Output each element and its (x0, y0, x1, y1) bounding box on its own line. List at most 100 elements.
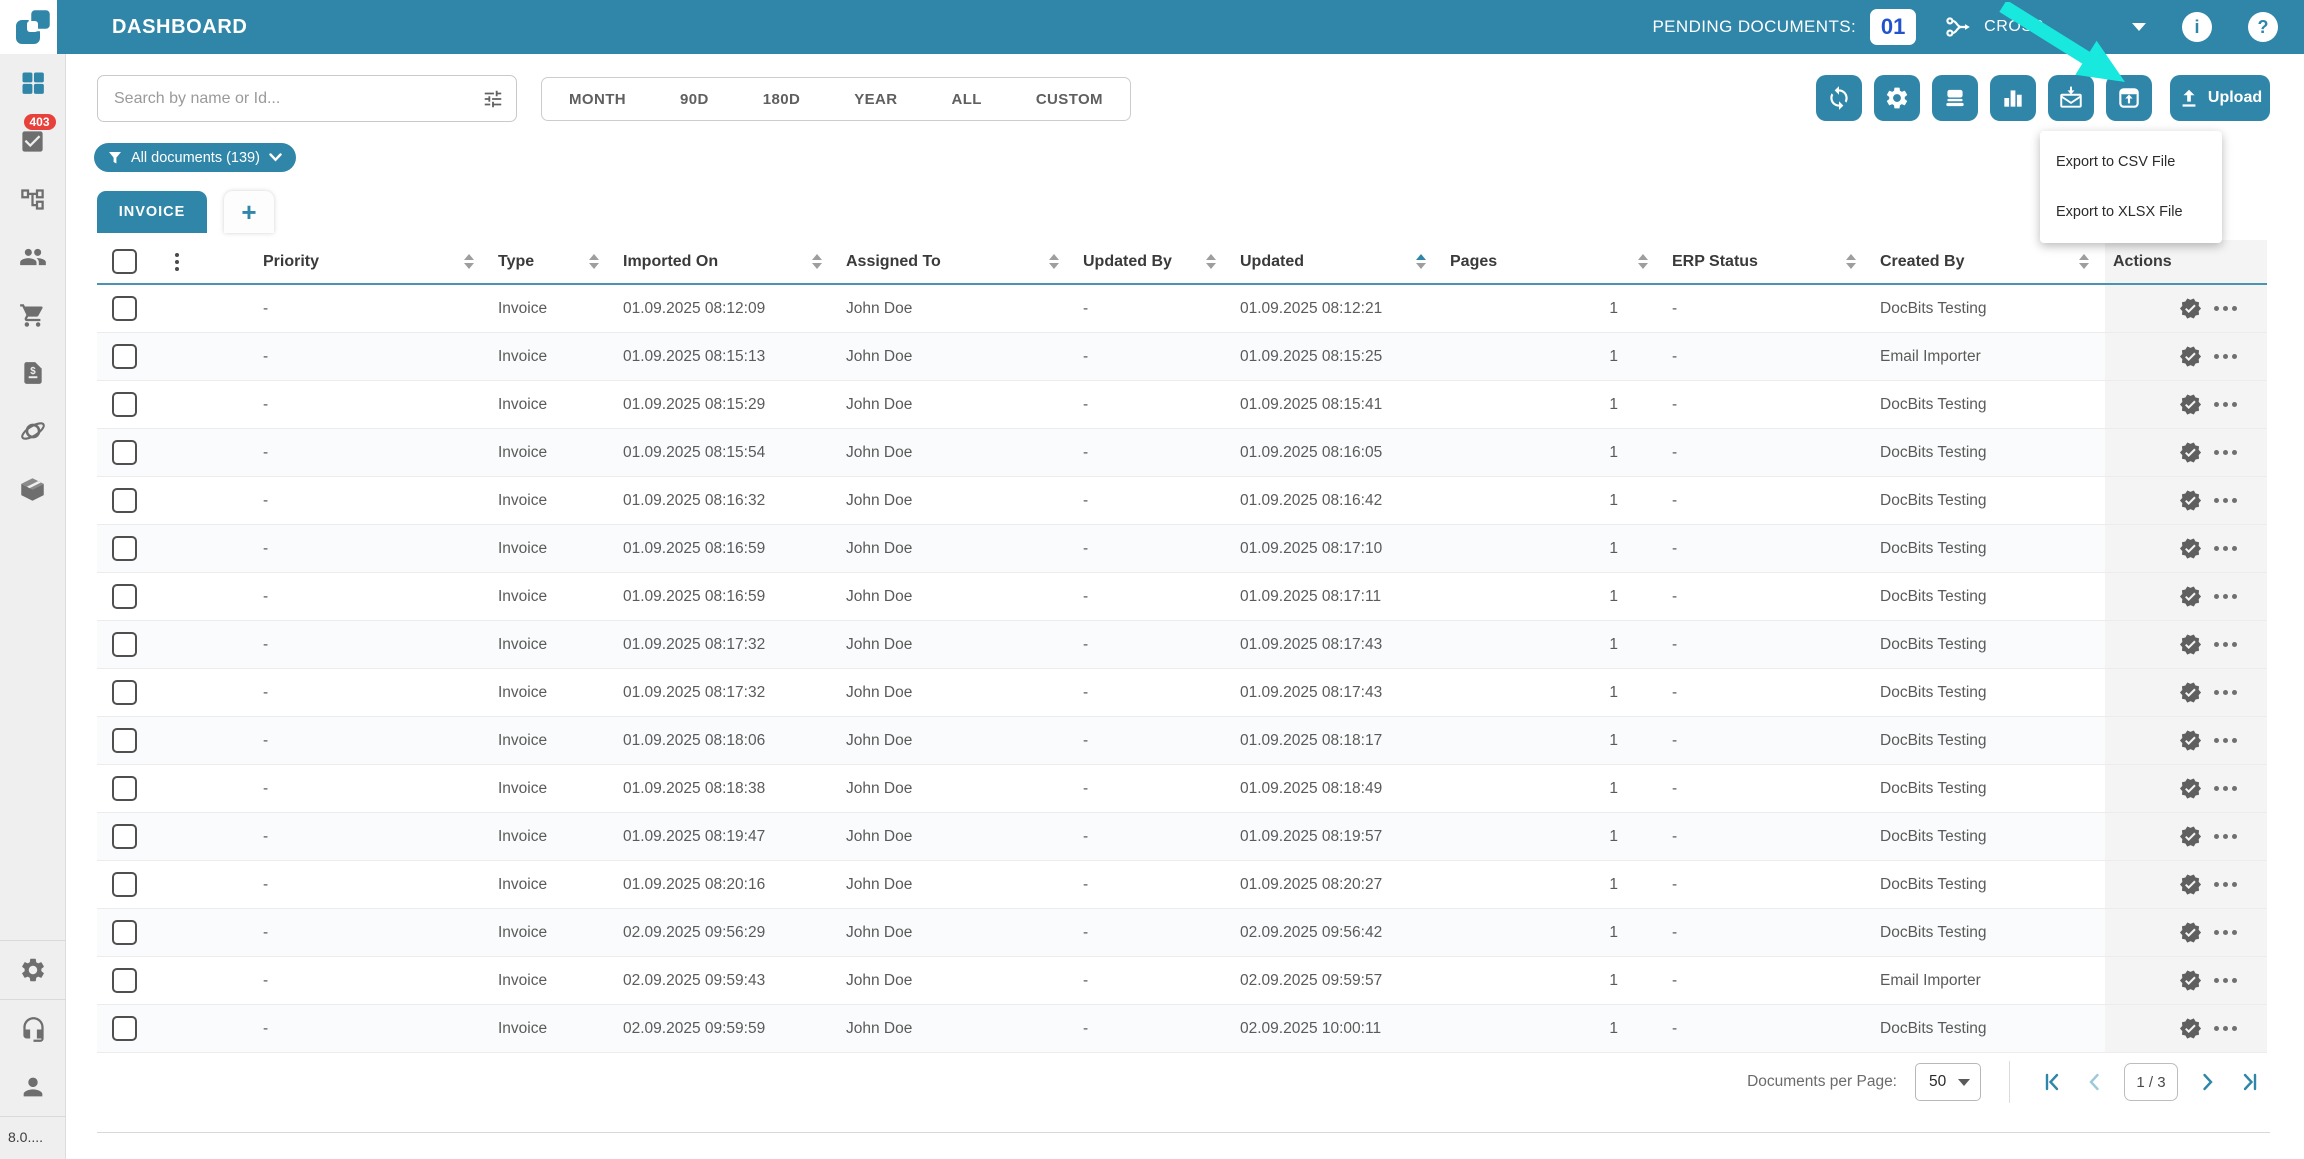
table-row[interactable]: -Invoice01.09.2025 08:17:32John Doe-01.0… (97, 621, 2267, 669)
documents-filter-pill[interactable]: All documents (139) (94, 143, 296, 172)
sort-icon-type[interactable] (589, 254, 599, 269)
sidebar-item-workflow[interactable] (0, 170, 66, 228)
first-page-button[interactable] (2032, 1070, 2074, 1094)
verified-badge-icon[interactable] (2179, 825, 2202, 848)
row-more-actions-icon[interactable] (2214, 738, 2237, 743)
analytics-button[interactable] (1990, 75, 2036, 121)
sidebar-item-packages[interactable] (0, 460, 66, 518)
row-more-actions-icon[interactable] (2214, 1026, 2237, 1031)
range-button-180d[interactable]: 180D (736, 78, 827, 120)
column-menu-icon[interactable] (163, 253, 179, 271)
table-row[interactable]: -Invoice01.09.2025 08:18:38John Doe-01.0… (97, 765, 2267, 813)
verified-badge-icon[interactable] (2179, 729, 2202, 752)
per-page-select[interactable]: 50 (1915, 1063, 1981, 1101)
export-button[interactable] (2106, 75, 2152, 121)
sidebar-item-integrations[interactable] (0, 402, 66, 460)
column-header-type[interactable]: Type (490, 240, 615, 283)
row-more-actions-icon[interactable] (2214, 354, 2237, 359)
column-header-imported-on[interactable]: Imported On (615, 240, 838, 283)
table-row[interactable]: -Invoice02.09.2025 09:59:59John Doe-02.0… (97, 1005, 2267, 1053)
row-more-actions-icon[interactable] (2214, 642, 2237, 647)
row-checkbox[interactable] (112, 296, 137, 321)
table-row[interactable]: -Invoice01.09.2025 08:16:59John Doe-01.0… (97, 525, 2267, 573)
verified-badge-icon[interactable] (2179, 585, 2202, 608)
tab-invoice[interactable]: INVOICE (97, 191, 207, 233)
pending-documents-badge[interactable]: 01 (1870, 9, 1916, 45)
row-more-actions-icon[interactable] (2214, 450, 2237, 455)
next-page-button[interactable] (2186, 1070, 2228, 1094)
cross-menu[interactable]: CROSS (1944, 14, 2044, 40)
topbar-dropdown-caret-icon[interactable] (2132, 23, 2146, 31)
verified-badge-icon[interactable] (2179, 633, 2202, 656)
row-more-actions-icon[interactable] (2214, 594, 2237, 599)
settings-button[interactable] (1874, 75, 1920, 121)
row-checkbox[interactable] (112, 824, 137, 849)
table-row[interactable]: -Invoice01.09.2025 08:15:29John Doe-01.0… (97, 381, 2267, 429)
row-checkbox[interactable] (112, 728, 137, 753)
range-button-all[interactable]: ALL (924, 78, 1008, 120)
row-checkbox[interactable] (112, 872, 137, 897)
row-more-actions-icon[interactable] (2214, 978, 2237, 983)
sidebar-item-profile[interactable] (0, 1058, 66, 1116)
sidebar-item-invoices[interactable]: $ (0, 344, 66, 402)
row-more-actions-icon[interactable] (2214, 786, 2237, 791)
row-checkbox[interactable] (112, 680, 137, 705)
table-row[interactable]: -Invoice01.09.2025 08:20:16John Doe-01.0… (97, 861, 2267, 909)
verified-badge-icon[interactable] (2179, 537, 2202, 560)
verified-badge-icon[interactable] (2179, 393, 2202, 416)
add-tab-button[interactable]: + (224, 191, 274, 233)
sort-icon-pages[interactable] (1638, 254, 1648, 269)
row-checkbox[interactable] (112, 776, 137, 801)
sidebar-item-settings[interactable] (0, 941, 66, 999)
column-header-priority[interactable]: Priority (255, 240, 490, 283)
table-row[interactable]: -Invoice02.09.2025 09:59:43John Doe-02.0… (97, 957, 2267, 1005)
sidebar-item-tasks[interactable]: 403 (0, 112, 66, 170)
row-checkbox[interactable] (112, 1016, 137, 1041)
verified-badge-icon[interactable] (2179, 345, 2202, 368)
range-button-custom[interactable]: CUSTOM (1009, 78, 1130, 120)
sidebar-item-purchasing[interactable] (0, 286, 66, 344)
verified-badge-icon[interactable] (2179, 681, 2202, 704)
select-all-checkbox[interactable] (112, 249, 137, 274)
row-checkbox[interactable] (112, 632, 137, 657)
table-row[interactable]: -Invoice01.09.2025 08:17:32John Doe-01.0… (97, 669, 2267, 717)
table-row[interactable]: -Invoice02.09.2025 09:56:29John Doe-02.0… (97, 909, 2267, 957)
search-input[interactable] (114, 90, 482, 108)
row-more-actions-icon[interactable] (2214, 498, 2237, 503)
column-header-erp-status[interactable]: ERP Status (1664, 240, 1872, 283)
row-more-actions-icon[interactable] (2214, 546, 2237, 551)
row-checkbox[interactable] (112, 440, 137, 465)
row-more-actions-icon[interactable] (2214, 882, 2237, 887)
table-row[interactable]: -Invoice01.09.2025 08:12:09John Doe-01.0… (97, 285, 2267, 333)
column-header-created-by[interactable]: Created By (1872, 240, 2105, 283)
row-checkbox[interactable] (112, 344, 137, 369)
table-row[interactable]: -Invoice01.09.2025 08:16:59John Doe-01.0… (97, 573, 2267, 621)
sort-icon-created-by[interactable] (2079, 254, 2089, 269)
verified-badge-icon[interactable] (2179, 297, 2202, 320)
info-icon[interactable]: i (2182, 12, 2212, 42)
email-import-button[interactable] (2048, 75, 2094, 121)
verified-badge-icon[interactable] (2179, 777, 2202, 800)
sidebar-item-support[interactable] (0, 1000, 66, 1058)
sort-icon-updated[interactable] (1416, 254, 1426, 269)
export-menu-item-csv[interactable]: Export to CSV File (2040, 137, 2222, 187)
sort-icon-assigned-to[interactable] (1049, 254, 1059, 269)
verified-badge-icon[interactable] (2179, 441, 2202, 464)
table-row[interactable]: -Invoice01.09.2025 08:15:54John Doe-01.0… (97, 429, 2267, 477)
verified-badge-icon[interactable] (2179, 873, 2202, 896)
export-menu-item-xlsx[interactable]: Export to XLSX File (2040, 187, 2222, 237)
table-row[interactable]: -Invoice01.09.2025 08:15:13John Doe-01.0… (97, 333, 2267, 381)
sort-icon-updated-by[interactable] (1206, 254, 1216, 269)
range-button-month[interactable]: MONTH (542, 78, 653, 120)
row-more-actions-icon[interactable] (2214, 690, 2237, 695)
row-more-actions-icon[interactable] (2214, 834, 2237, 839)
previous-page-button[interactable] (2074, 1070, 2116, 1094)
scanner-button[interactable] (1932, 75, 1978, 121)
sort-icon-priority[interactable] (464, 254, 474, 269)
table-row[interactable]: -Invoice01.09.2025 08:16:32John Doe-01.0… (97, 477, 2267, 525)
column-header-updated[interactable]: Updated (1232, 240, 1442, 283)
row-checkbox[interactable] (112, 536, 137, 561)
sort-icon-imported-on[interactable] (812, 254, 822, 269)
row-more-actions-icon[interactable] (2214, 930, 2237, 935)
sidebar-item-users[interactable] (0, 228, 66, 286)
